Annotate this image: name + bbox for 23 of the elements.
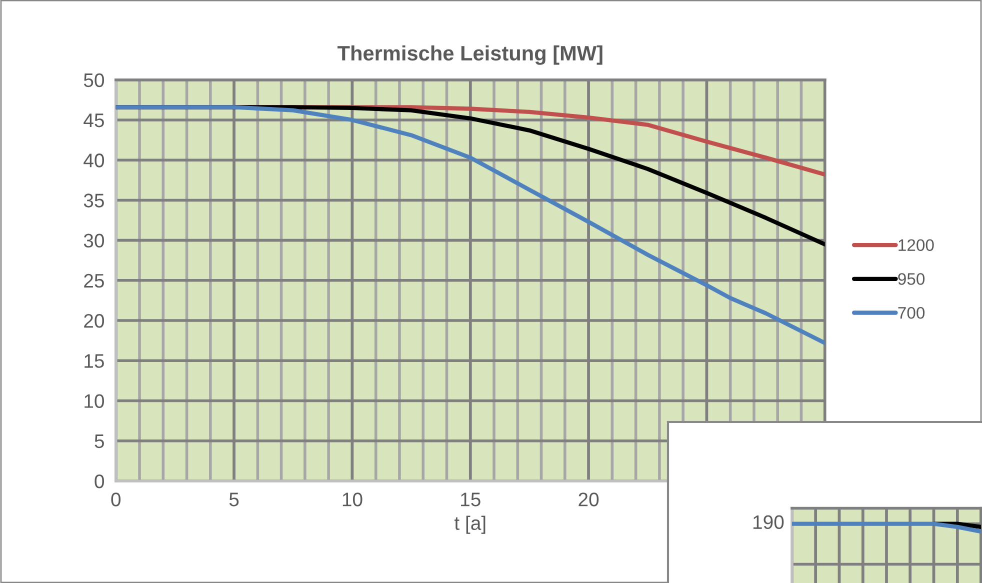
legend-label: 950 xyxy=(898,273,925,285)
y-tick-label: 15 xyxy=(84,354,104,368)
x-tick-label: 15 xyxy=(461,492,480,506)
y-tick-label: 35 xyxy=(84,194,104,208)
y-tick-label: 50 xyxy=(84,73,104,88)
y-tick-label: 5 xyxy=(94,434,104,448)
x-tick-label: 5 xyxy=(229,492,239,506)
y-tick-label: 10 xyxy=(84,394,104,408)
y-tick-label: 20 xyxy=(84,314,104,328)
y-tick-label: 0 xyxy=(94,474,104,488)
text: 190 xyxy=(753,515,784,530)
y-tick-label: 45 xyxy=(84,114,104,128)
line-series xyxy=(116,105,825,346)
chart-title: Thermische Leistung [MW] xyxy=(338,45,602,65)
legend-label: 700 xyxy=(898,306,925,319)
x-tick-label: 10 xyxy=(342,492,362,506)
legend-label: 1200 xyxy=(898,239,934,252)
y-tick-label: 30 xyxy=(84,234,104,248)
x-tick-label: 20 xyxy=(578,492,599,506)
x-tick-label: 0 xyxy=(111,492,121,506)
y-tick-label: 25 xyxy=(84,274,104,288)
x-axis-title: t [a] xyxy=(454,516,486,534)
y-tick-label: 40 xyxy=(84,154,104,168)
